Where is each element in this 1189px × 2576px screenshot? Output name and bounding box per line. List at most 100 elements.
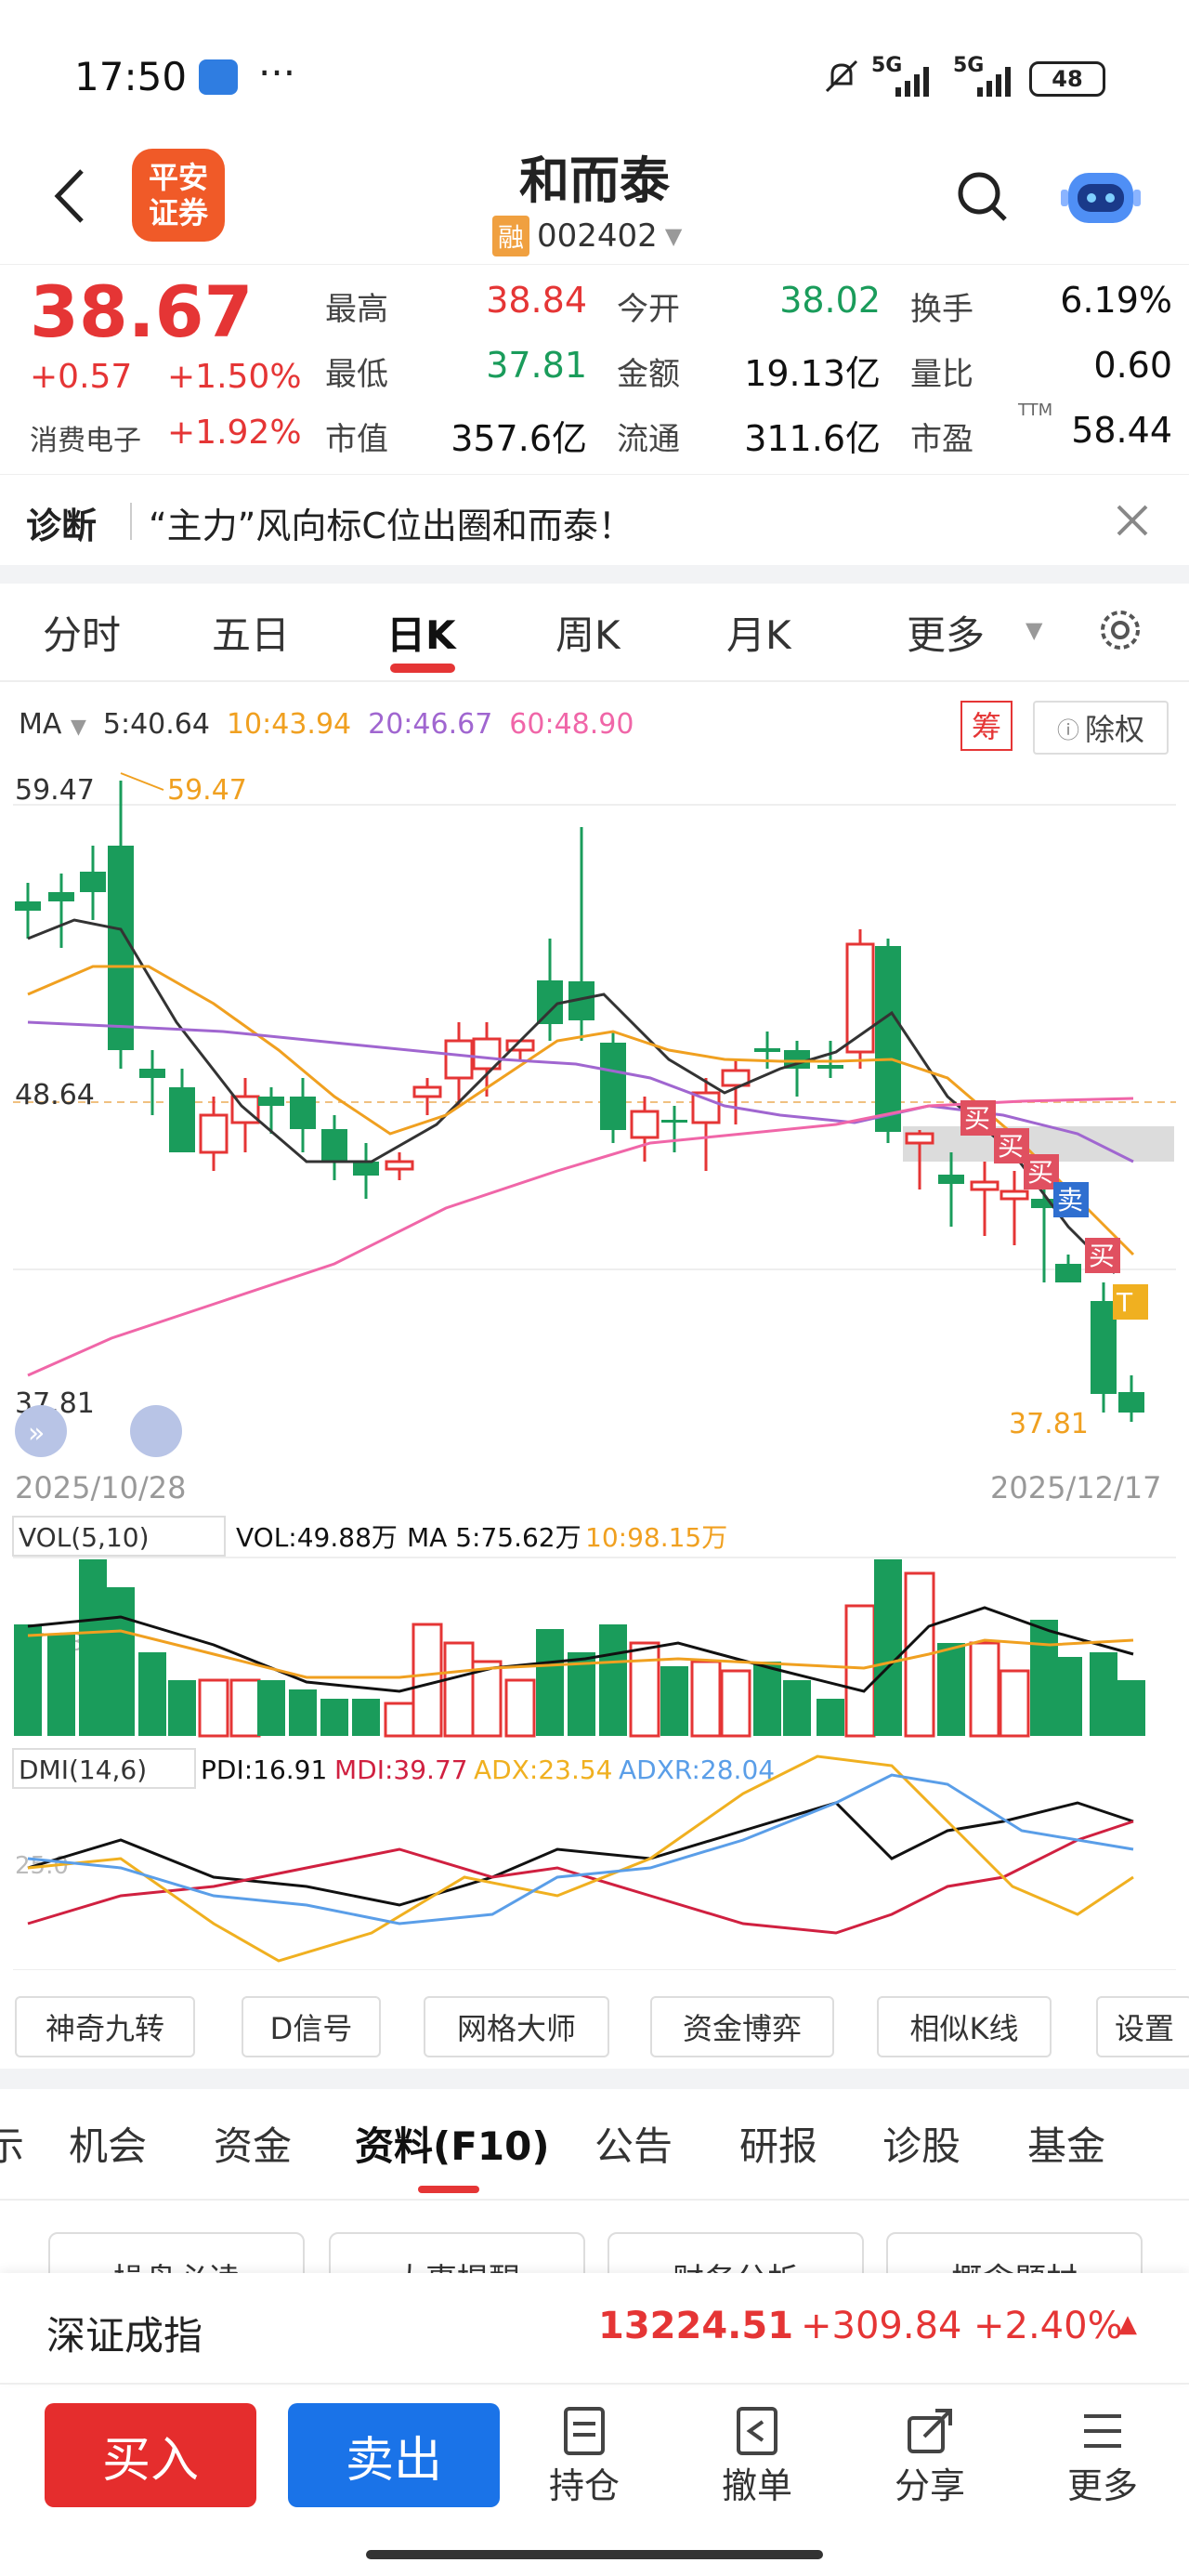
tab-capital[interactable]: 资金: [214, 2123, 293, 2169]
status-time: 17:50: [74, 54, 188, 99]
quote-field-label: 最低: [325, 356, 388, 393]
quote-field-label: 最高: [325, 291, 388, 328]
volume-ma-lines: [27, 1606, 1134, 1693]
more-dropdown-icon[interactable]: ▼: [1026, 617, 1043, 643]
index-pct: +2.40%: [973, 2305, 1123, 2347]
dmi-adx: ADX:23.54: [474, 1755, 613, 1785]
index-bar[interactable]: 深证成指 13224.51 +309.84 +2.40% ▲: [0, 2273, 1189, 2385]
sector-name[interactable]: 消费电子: [30, 425, 141, 457]
battery-level: 48: [1052, 66, 1083, 92]
battery-icon: 48: [1029, 61, 1105, 97]
fullscreen-icon[interactable]: [130, 1405, 182, 1457]
period-tabs: [0, 584, 1189, 682]
robot-assistant-icon[interactable]: [1059, 160, 1143, 230]
tool-d-signal[interactable]: D信号: [242, 1996, 381, 2057]
signal-badge: [1085, 1238, 1120, 1273]
tab-more[interactable]: 更多: [907, 612, 986, 658]
broker-logo-text: 平安证券: [148, 160, 208, 230]
tab-monthly-k[interactable]: 月K: [726, 612, 791, 658]
tool-settings[interactable]: 设置: [1096, 1996, 1189, 2057]
volume-bar: [107, 1587, 135, 1736]
back-icon[interactable]: [46, 165, 93, 227]
vol-ma10: 10:98.15万: [585, 1522, 727, 1553]
volume-bar: [844, 1604, 876, 1738]
expand-left-icon[interactable]: [15, 1405, 67, 1457]
diagnosis-divider: [130, 503, 132, 540]
ma-selector[interactable]: MA ▼: [19, 708, 86, 741]
tab-weekly-k[interactable]: 周K: [555, 612, 621, 658]
signal-label: 卖: [1057, 1185, 1083, 1216]
quote-field-value: 38.02: [779, 280, 881, 321]
tab-fund[interactable]: 基金: [1027, 2123, 1106, 2169]
tab-daily-k[interactable]: 日K: [386, 612, 456, 658]
chip-label: 筹: [971, 709, 1001, 744]
vol-ma5: MA 5:75.62万: [407, 1522, 581, 1553]
pe-ttm-label: TTM: [1018, 401, 1053, 420]
sector-change-pct: +1.92%: [167, 414, 302, 452]
tab-diagnose[interactable]: 诊股: [882, 2123, 961, 2169]
quote-field-value: 38.84: [486, 280, 587, 321]
dmi-selector[interactable]: [12, 1748, 196, 1789]
diagnosis-banner[interactable]: 诊断 “主力”风向标C位出圈和而泰！: [0, 474, 1189, 568]
tab-f10[interactable]: 资料(F10): [355, 2123, 550, 2169]
vol-value: VOL:49.88万: [236, 1522, 398, 1553]
max-marker: 59.47: [167, 774, 247, 807]
tab-announcement[interactable]: 公告: [594, 2123, 673, 2169]
tool-similar-k[interactable]: 相似K线: [877, 1996, 1052, 2057]
tool-nine-turn[interactable]: 神奇九转: [15, 1996, 195, 2057]
index-name: 深证成指: [46, 2313, 203, 2359]
tab-research[interactable]: 研报: [739, 2123, 818, 2169]
volume-bar: [1090, 1652, 1117, 1736]
tool-capital-game[interactable]: 资金博弈: [650, 1996, 834, 2057]
vol-selector[interactable]: [12, 1516, 226, 1557]
ma5-line: [27, 918, 1117, 1275]
stock-name: 和而泰: [519, 151, 670, 210]
menu-icon: [1084, 2414, 1121, 2448]
expand-up-icon[interactable]: ▲: [1118, 2310, 1137, 2338]
more-button[interactable]: 更多: [1052, 2405, 1154, 2508]
ex-right-button[interactable]: ⓘ 除权: [1033, 701, 1169, 755]
dmi-label: DMI(14,6): [19, 1755, 147, 1785]
positions-button[interactable]: 持仓: [533, 2405, 635, 2508]
candle-body: [412, 1085, 442, 1098]
signal-label: T: [1116, 1287, 1133, 1318]
volume-bar: [1117, 1680, 1145, 1736]
f10-tab-partial[interactable]: 示: [0, 2123, 25, 2169]
candle-body: [938, 1175, 964, 1184]
start-date: 2025/10/28: [15, 1470, 186, 1505]
quote-field-value: 311.6亿: [744, 418, 881, 459]
dmi-adxr: ADXR:28.04: [619, 1755, 775, 1785]
share-label: 分享: [894, 2465, 965, 2506]
candle-body: [258, 1097, 284, 1106]
cancel-order-icon: [737, 2407, 777, 2455]
share-icon: [908, 2409, 952, 2453]
candle-body: [1055, 1264, 1081, 1282]
buy-button[interactable]: 买入: [45, 2403, 256, 2507]
close-icon[interactable]: [1113, 501, 1152, 540]
sell-label: 卖出: [345, 2432, 442, 2489]
ma10-value: 10:43.94: [226, 708, 352, 741]
stock-code-selector[interactable]: 融 002402 ▼: [492, 216, 682, 256]
cancel-order-button[interactable]: 撤单: [706, 2405, 808, 2508]
tab-five-day[interactable]: 五日: [212, 612, 291, 658]
chip-distribution-button[interactable]: 筹: [960, 701, 1013, 751]
index-value: 13224.51: [598, 2305, 794, 2347]
candle-body: [444, 1039, 474, 1080]
candles: [15, 781, 1144, 1422]
candle-body: [48, 892, 74, 901]
candle-body: [875, 946, 901, 1132]
share-button[interactable]: 分享: [879, 2405, 981, 2508]
tool-grid-master[interactable]: 网格大师: [424, 1996, 609, 2057]
signal-badge: [1113, 1284, 1148, 1320]
volume-bar: [1030, 1620, 1058, 1736]
settings-gear-icon[interactable]: [1094, 604, 1146, 656]
quote-field-value: 6.19%: [1060, 280, 1172, 321]
search-icon[interactable]: [953, 167, 1013, 227]
ma-label: MA: [19, 708, 62, 741]
tab-opportunity[interactable]: 机会: [69, 2123, 148, 2169]
sell-button[interactable]: 卖出: [288, 2403, 500, 2507]
volume-bar: [999, 1669, 1030, 1738]
dropdown-icon: ▼: [664, 223, 683, 249]
tab-intraday[interactable]: 分时: [43, 612, 122, 658]
